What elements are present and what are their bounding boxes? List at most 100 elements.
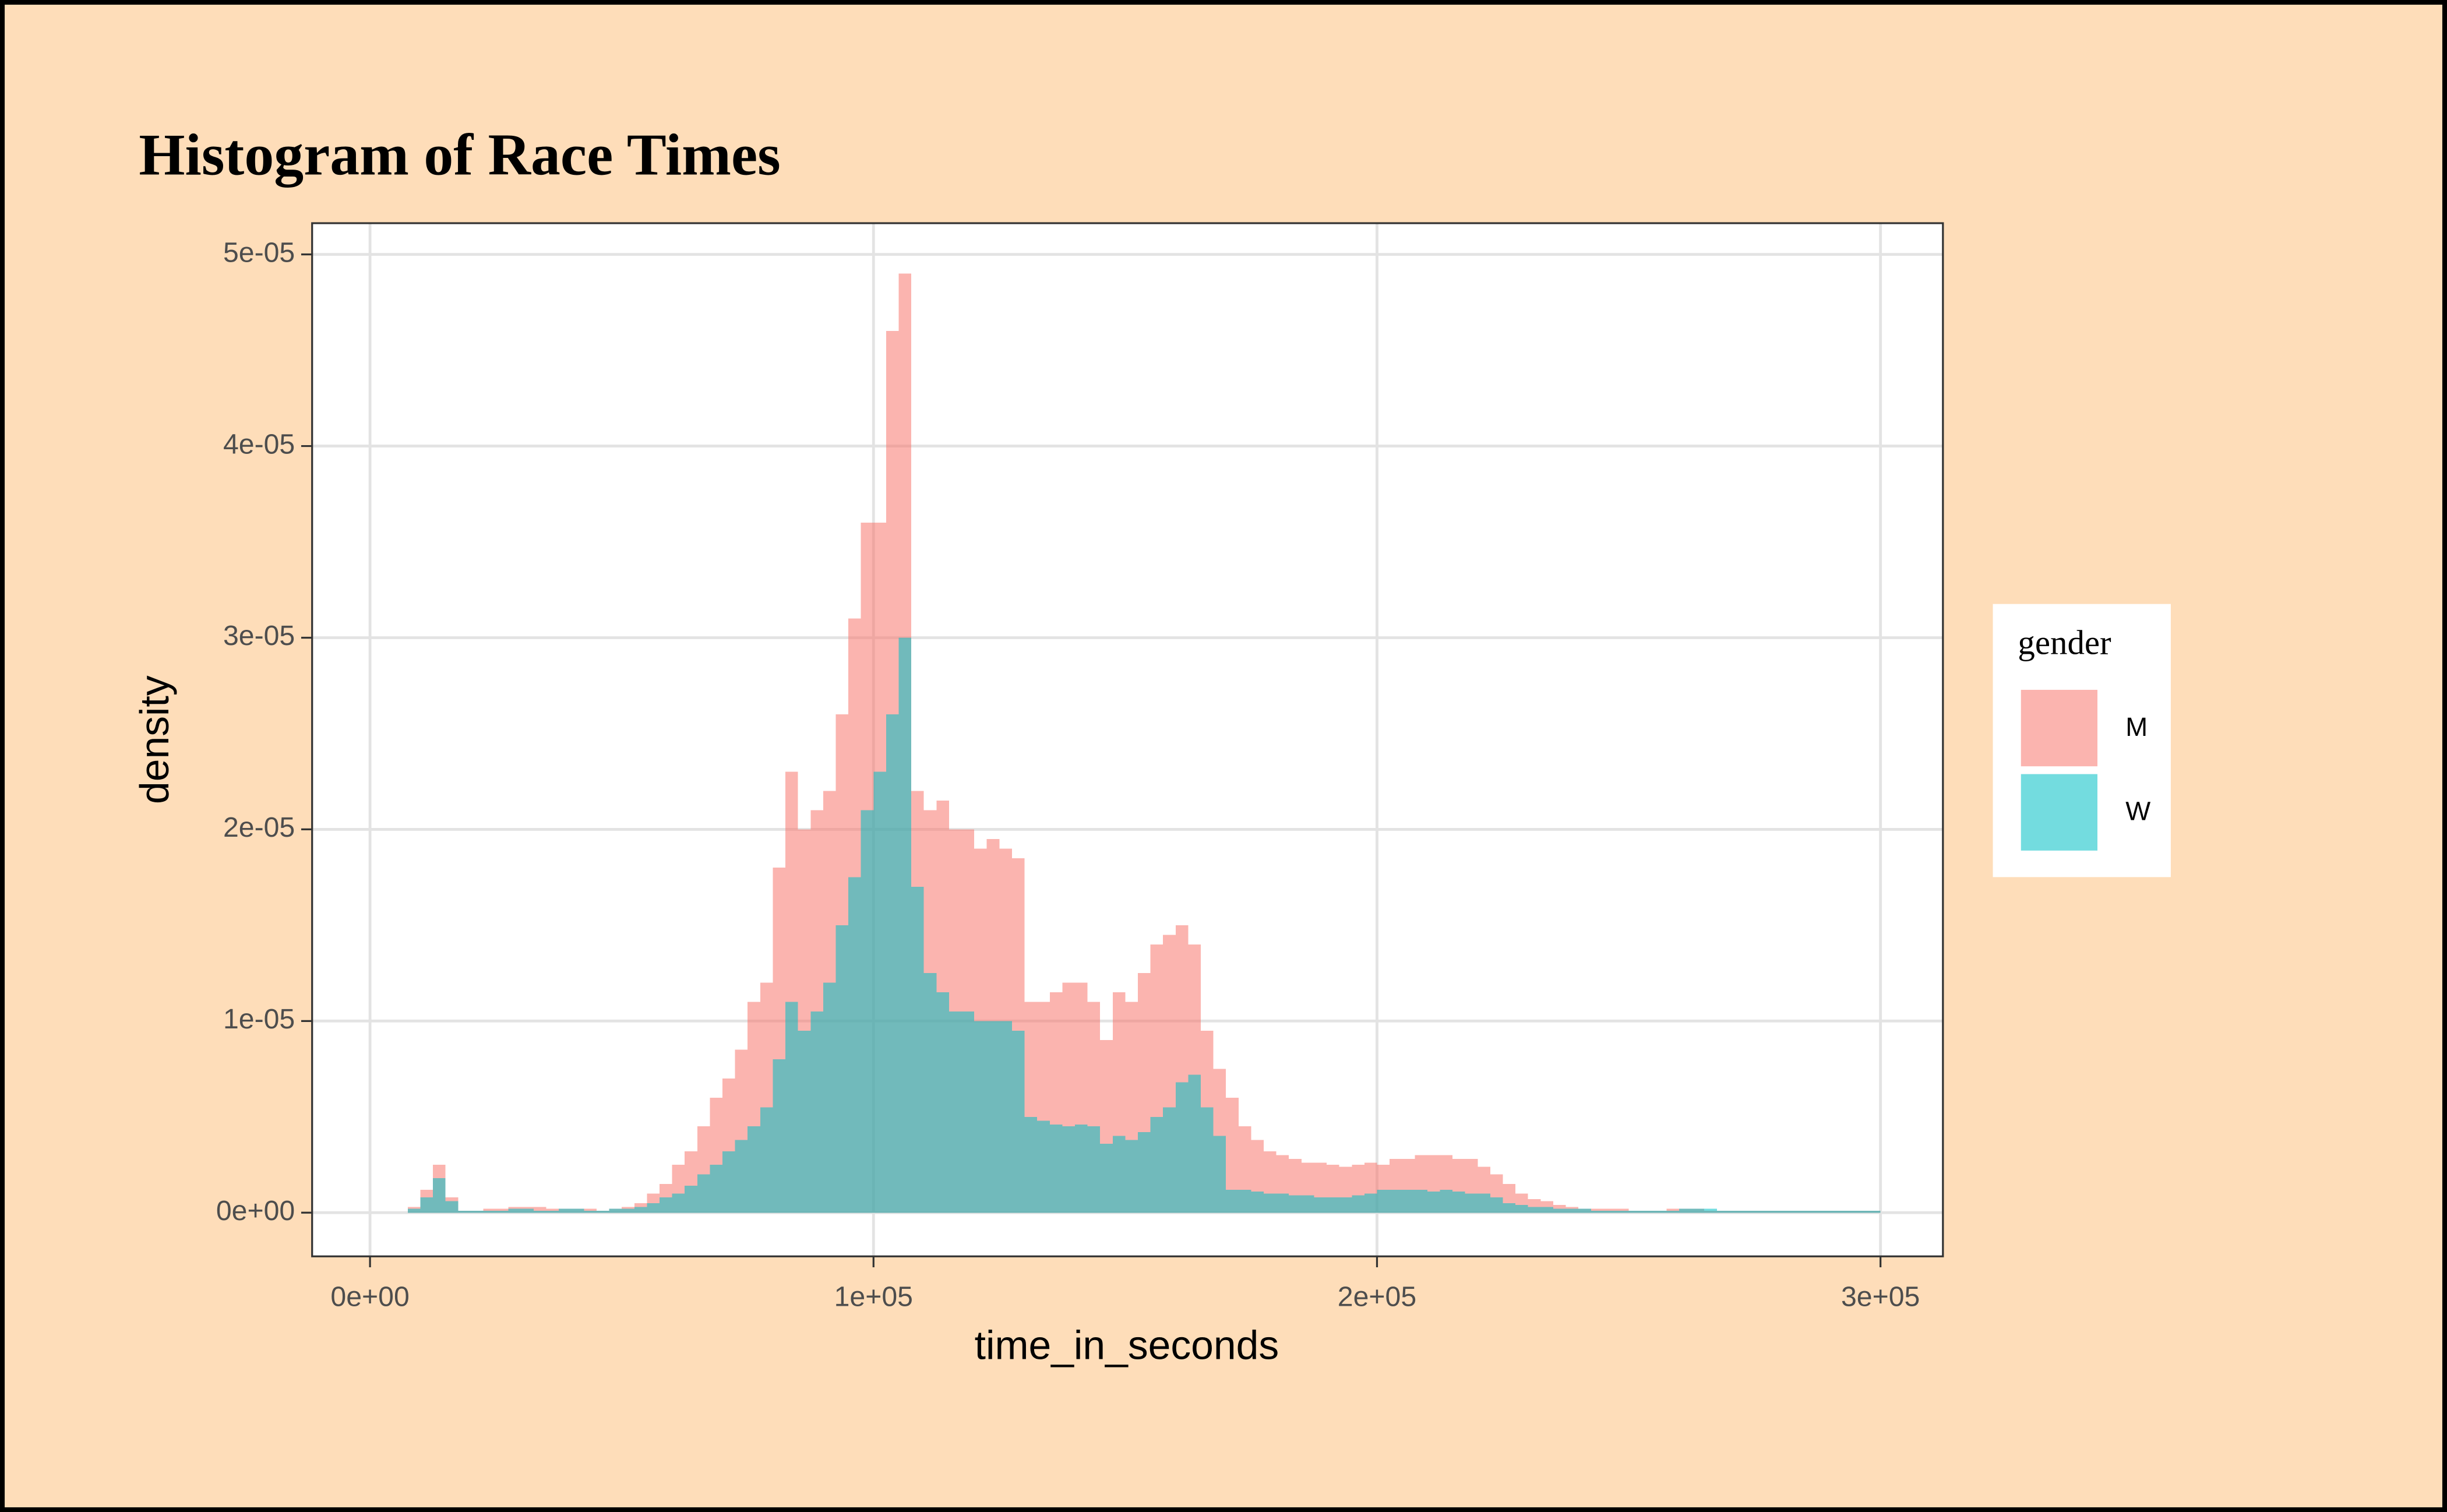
histogram-bar <box>823 982 836 1213</box>
histogram-bar <box>1327 1197 1339 1213</box>
histogram-bar <box>584 1210 597 1213</box>
histogram-bar <box>1238 1189 1251 1213</box>
histogram-bar <box>496 1210 509 1213</box>
histogram-bar <box>848 877 861 1213</box>
histogram-bar <box>1691 1208 1705 1213</box>
histogram-bar <box>1792 1210 1806 1213</box>
histogram-bar <box>1390 1189 1402 1213</box>
histogram-bar <box>1201 1107 1214 1213</box>
histogram-bar <box>407 1208 421 1213</box>
histogram-bar <box>1616 1210 1629 1213</box>
histogram-bar <box>546 1210 559 1213</box>
histogram-bar <box>911 887 924 1213</box>
histogram-bar <box>1163 1107 1176 1213</box>
y-tick-label: 3e-05 <box>223 620 295 651</box>
histogram-bar <box>1704 1208 1717 1213</box>
histogram-bar <box>986 1021 1000 1213</box>
histogram-bar <box>433 1178 446 1213</box>
histogram-bar <box>735 1140 748 1213</box>
histogram-bar <box>697 1174 710 1213</box>
histogram-bar <box>622 1208 634 1213</box>
histogram-bar <box>1049 1124 1063 1213</box>
histogram-bar <box>1062 1126 1075 1213</box>
histogram-bar <box>571 1208 584 1213</box>
histogram-bar <box>1125 1140 1138 1213</box>
y-tick-label: 0e+00 <box>216 1195 295 1226</box>
y-tick-label: 1e-05 <box>223 1003 295 1035</box>
legend-label: W <box>2125 796 2150 826</box>
histogram-bar <box>1628 1210 1642 1213</box>
x-axis-title: time_in_seconds <box>975 1323 1279 1368</box>
histogram-bar <box>710 1165 723 1213</box>
y-tick-label: 5e-05 <box>223 237 295 268</box>
histogram-bar <box>1087 1126 1101 1213</box>
histogram-bar <box>1352 1195 1364 1213</box>
histogram-bar <box>1011 1030 1025 1213</box>
histogram-bar <box>949 1011 962 1213</box>
histogram-bar <box>1679 1208 1692 1213</box>
histogram-bar <box>1465 1193 1478 1213</box>
histogram-bar <box>1226 1189 1239 1213</box>
histogram-bar <box>634 1207 647 1213</box>
histogram-bar <box>685 1186 697 1213</box>
x-tick-label: 2e+05 <box>1338 1281 1416 1312</box>
histogram-bar <box>1339 1197 1352 1213</box>
histogram-bar <box>1100 1143 1113 1213</box>
histogram-bar <box>1440 1189 1453 1213</box>
histogram-bar <box>533 1207 546 1213</box>
panel-border <box>311 222 1944 1257</box>
histogram-bar <box>1251 1192 1264 1213</box>
histogram-bar <box>1754 1210 1768 1213</box>
histogram-bar <box>1591 1210 1604 1213</box>
histogram-bar <box>1855 1210 1868 1213</box>
histogram-bar <box>1729 1210 1743 1213</box>
histogram-bar <box>1289 1195 1302 1213</box>
x-tick-label: 0e+00 <box>330 1281 409 1312</box>
x-tick-label: 1e+05 <box>834 1281 913 1312</box>
histogram-bar <box>1264 1193 1277 1213</box>
histogram-bar <box>760 1107 773 1213</box>
histogram-bar <box>1137 1132 1151 1213</box>
histogram-bar <box>1528 1207 1541 1213</box>
histogram-bar <box>1779 1210 1793 1213</box>
histogram-bar <box>748 1126 760 1213</box>
histogram-bar <box>521 1208 534 1213</box>
histogram-bar <box>1276 1193 1289 1213</box>
histogram-bar <box>1213 1136 1226 1213</box>
legend-key <box>2021 774 2097 851</box>
legend-key <box>2021 689 2097 767</box>
histogram-bar <box>1150 1116 1163 1213</box>
histogram-bar <box>898 637 912 1213</box>
histogram-bar <box>559 1208 572 1213</box>
histogram-bar <box>1364 1193 1377 1213</box>
histogram-bar <box>1641 1210 1654 1213</box>
histogram-bar <box>533 1210 546 1213</box>
histogram-bar <box>1402 1189 1415 1213</box>
histogram-bar <box>508 1208 521 1213</box>
histogram-bar <box>1817 1210 1831 1213</box>
histogram-bar <box>999 1021 1012 1213</box>
histogram-bar <box>1301 1195 1314 1213</box>
histogram-bar <box>1716 1210 1730 1213</box>
histogram-bar <box>1830 1210 1843 1213</box>
y-tick-label: 4e-05 <box>223 428 295 460</box>
histogram-bar <box>1415 1189 1427 1213</box>
histogram-bar <box>1842 1210 1856 1213</box>
histogram-bar <box>1578 1208 1591 1213</box>
histogram-bar <box>1037 1120 1050 1213</box>
histogram-bar <box>483 1210 496 1213</box>
histogram-bar <box>672 1193 685 1213</box>
histogram-bar <box>1188 1074 1201 1213</box>
histogram-bar <box>1503 1203 1516 1213</box>
chart-title: Histogram of Race Times <box>139 122 780 188</box>
histogram-bar <box>798 1030 811 1213</box>
legend-title: gender <box>2018 623 2111 661</box>
histogram-bar <box>773 1059 786 1213</box>
histogram-bar <box>609 1208 622 1213</box>
legend: MW <box>2021 689 2150 851</box>
histogram-bar <box>785 1002 798 1213</box>
histogram-bar <box>445 1201 459 1213</box>
histogram-bar <box>1805 1210 1818 1213</box>
histogram-bar <box>873 771 886 1213</box>
